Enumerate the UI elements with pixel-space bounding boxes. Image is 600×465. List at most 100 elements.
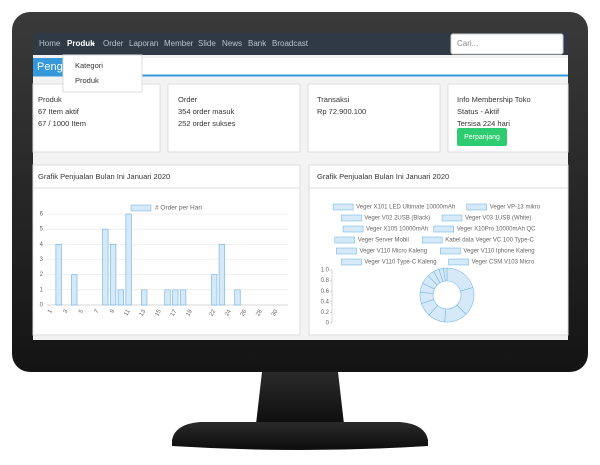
- y-tick-label: 5: [40, 227, 44, 233]
- x-tick-label: 28: [255, 308, 264, 317]
- legend-swatch: [466, 203, 488, 211]
- legend-label: # Order per Hari: [155, 205, 202, 212]
- stand-neck: [256, 372, 344, 424]
- x-tick-label: 17: [170, 308, 179, 317]
- info-card: [167, 83, 301, 153]
- legend-swatch: [341, 214, 362, 222]
- legend-label: Kabel data Veger VC 100 Type-C: [445, 238, 534, 244]
- card-line: Status - Aktif: [457, 107, 500, 116]
- card-title: Transaksi: [317, 95, 350, 104]
- legend-label: Veger V110 Micro Kaleng: [359, 249, 427, 255]
- y-tick-label: 1: [40, 287, 44, 293]
- button-label[interactable]: Perpanjang: [464, 134, 500, 141]
- bar: [179, 289, 187, 306]
- y-tick-label: 2: [40, 272, 44, 278]
- bar: [172, 289, 179, 306]
- card-line: Tersisa 224 hari: [457, 119, 510, 128]
- search-placeholder[interactable]: Cari...: [457, 39, 478, 48]
- y-tick-label: 4: [40, 242, 44, 248]
- nav-item[interactable]: Home: [39, 39, 61, 48]
- legend-label: Veger V110 Type-C Kaleng: [364, 260, 436, 266]
- legend-swatch: [342, 225, 364, 233]
- card-line: 354 order masuk: [178, 107, 235, 116]
- button[interactable]: [457, 128, 507, 146]
- y-tick-label: 0: [326, 321, 330, 327]
- nav-item[interactable]: Produk: [67, 39, 95, 48]
- dropdown-item[interactable]: Produk: [75, 76, 99, 85]
- nav-item[interactable]: Slide: [198, 39, 216, 48]
- y-tick-label: 0.6: [321, 289, 330, 295]
- legend-label: Veger VP-13 mikro: [490, 205, 541, 211]
- bar: [102, 228, 109, 306]
- bar: [141, 289, 148, 306]
- legend-label: Veger X101 LED Ultimate 10000mAh: [356, 205, 455, 211]
- y-tick-label: 0: [40, 303, 44, 309]
- legend-swatch: [421, 236, 443, 244]
- y-tick-label: 0.8: [321, 278, 330, 284]
- legend-label: Veger CSM V103 Micro: [472, 260, 535, 266]
- legend-label: Veger V02 2USB (Black): [364, 216, 430, 222]
- legend-label: Veger X10Pro 10000mAh QC: [457, 227, 536, 233]
- nav-item[interactable]: Laporan: [129, 39, 158, 48]
- x-tick-label: 19: [185, 308, 194, 317]
- y-tick-label: 1.0: [321, 268, 330, 274]
- bar: [71, 274, 78, 306]
- chart-panel: [32, 164, 301, 336]
- page-header-tab: [33, 58, 65, 75]
- nav-caret: [91, 43, 95, 46]
- nav-item[interactable]: News: [222, 39, 242, 48]
- legend-swatch: [341, 258, 362, 266]
- card-line: 252 order sukses: [178, 119, 236, 128]
- nav-item[interactable]: Order: [103, 39, 124, 48]
- x-tick-label: 1: [47, 308, 54, 314]
- chart-title: Grafik Penjualan Bulan Ini Januari 2020: [317, 172, 449, 181]
- bar: [109, 243, 117, 306]
- nav-item[interactable]: Broadcast: [272, 39, 309, 48]
- card-title: Order: [178, 95, 198, 104]
- bar: [210, 274, 218, 306]
- nav-item[interactable]: Bank: [248, 39, 267, 48]
- card-title: Info Membership Toko: [457, 95, 531, 104]
- legend-swatch: [448, 258, 469, 266]
- x-tick-label: 9: [109, 308, 116, 314]
- bar: [218, 243, 226, 306]
- page-header: Peng: [37, 61, 63, 73]
- legend-label: Veger Server Mobil: [358, 238, 409, 244]
- x-tick-label: 5: [78, 308, 85, 314]
- x-tick-label: 22: [209, 308, 218, 317]
- card-line: 67 / 1000 Item: [38, 119, 86, 128]
- card-line: Rp 72.900.100: [317, 107, 366, 116]
- legend-swatch: [433, 225, 455, 233]
- legend-label: Veger V110 Iphone Kaleng: [463, 249, 534, 255]
- doughnut-segment: [443, 267, 448, 282]
- nav-item[interactable]: Member: [164, 39, 194, 48]
- legend-swatch: [336, 247, 357, 255]
- y-tick-label: 6: [40, 212, 44, 218]
- page-header-bar: [33, 58, 568, 75]
- search-box[interactable]: [450, 33, 564, 55]
- y-tick-label: 3: [40, 257, 44, 263]
- x-tick-label: 7: [94, 308, 101, 314]
- bar: [164, 289, 171, 306]
- legend-swatch: [332, 203, 354, 211]
- dropdown-item[interactable]: Kategori: [75, 61, 103, 70]
- navbar: [33, 33, 568, 55]
- stand-base: [172, 422, 428, 450]
- bar: [234, 289, 241, 306]
- x-tick-label: 11: [123, 308, 132, 317]
- chart-title: Grafik Penjualan Bulan Ini Januari 2020: [38, 172, 170, 181]
- card-line: 67 Item aktif: [38, 107, 80, 116]
- legend-swatch: [440, 247, 461, 255]
- y-tick-label: 0.2: [321, 310, 330, 316]
- legend-swatch: [130, 204, 152, 212]
- legend-swatch: [441, 214, 463, 222]
- bar: [125, 213, 132, 306]
- bar: [117, 289, 125, 306]
- x-tick-label: 24: [224, 308, 233, 317]
- x-tick-label: 15: [154, 308, 163, 317]
- dropdown-menu: [62, 54, 143, 93]
- x-tick-label: 30: [271, 308, 280, 317]
- info-card: [307, 83, 441, 153]
- x-tick-label: 3: [63, 308, 70, 314]
